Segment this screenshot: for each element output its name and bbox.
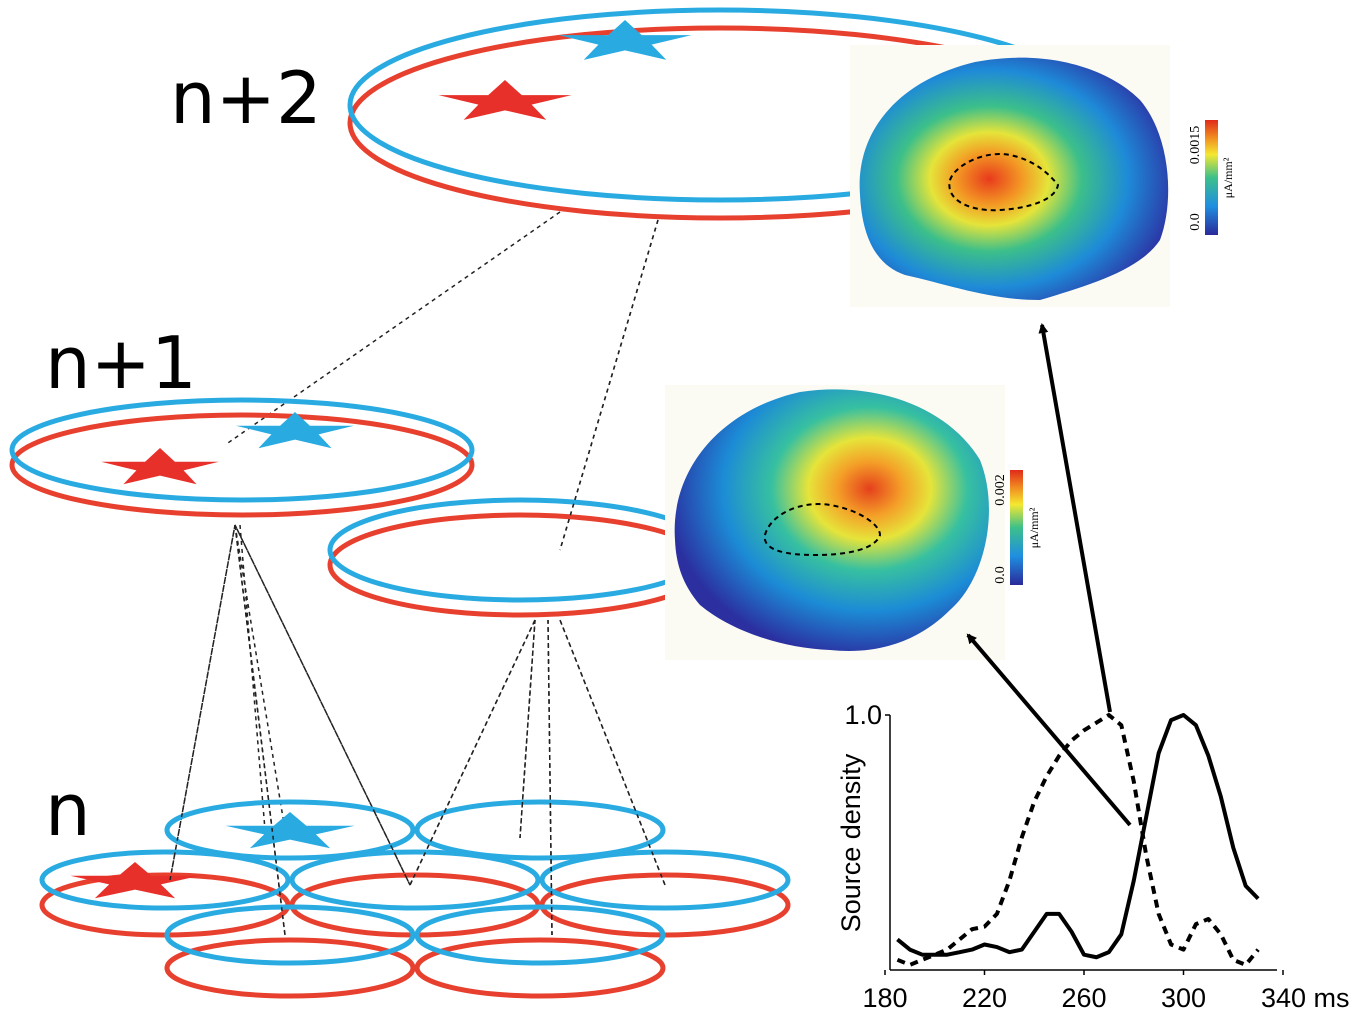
figure: n+2 n+1 n 0.0015 0.0 μA/mm² 0.002 0.0 μA…	[0, 0, 1366, 1013]
level-label: n	[45, 768, 91, 852]
colorbar-min: 0.0	[993, 566, 1008, 584]
x-tick-label: 180	[862, 983, 907, 1013]
data-line	[897, 715, 1258, 965]
x-tick-label: 340 ms	[1261, 983, 1350, 1013]
y-axis-label: Source density	[836, 753, 866, 932]
arrow	[968, 635, 1130, 825]
colorbar-unit: μA/mm²	[1221, 157, 1235, 198]
colorbar-min: 0.0	[1188, 213, 1203, 231]
x-tick-label: 220	[962, 983, 1007, 1013]
colorbar-max: 0.002	[993, 474, 1008, 506]
x-tick-label: 260	[1061, 983, 1106, 1013]
arrow	[1042, 325, 1110, 712]
chart: Source density 180 220 260 300 340 ms 1.0	[836, 700, 1350, 1013]
y-tick-label: 1.0	[844, 700, 882, 730]
colorbar-unit: μA/mm²	[1027, 507, 1041, 548]
level-label: n+2	[170, 56, 322, 140]
star	[439, 80, 572, 120]
level-label: n+1	[45, 321, 197, 405]
star	[559, 20, 692, 60]
x-tick-label: 300	[1161, 983, 1206, 1013]
colorbar	[1010, 470, 1023, 585]
brain	[860, 58, 1169, 300]
colorbar	[1205, 120, 1218, 235]
colorbar-max: 0.0015	[1188, 126, 1203, 165]
star	[101, 448, 219, 484]
